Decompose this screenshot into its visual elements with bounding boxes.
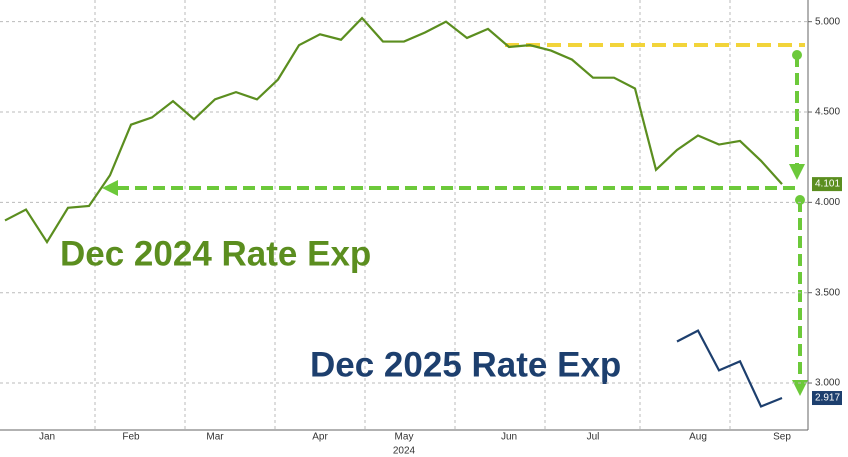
x-axis-label: 2024 [393,446,416,457]
y-tick-label: 4.500 [815,107,840,118]
y-tick-label: 3.000 [815,378,840,389]
annotation-arrows [102,43,808,396]
x-tick-label: Aug [689,432,707,443]
annotation: Dec 2024 Rate Exp [60,234,371,273]
x-tick-label: Feb [122,432,140,443]
value-label: 4.101 [815,179,840,190]
x-tick-label: Apr [312,432,328,443]
x-tick-label: Jun [501,432,517,443]
x-tick-label: Mar [206,432,224,443]
annotation: Dec 2025 Rate Exp [310,345,621,384]
y-tick-label: 4.000 [815,197,840,208]
x-tick-label: May [395,432,414,443]
value-label-box [812,391,842,406]
series-line [676,329,783,408]
series-line [4,16,783,245]
y-tick-label: 3.500 [815,287,840,298]
value-label-box [812,177,842,192]
value-label: 2.917 [815,393,840,404]
y-tick-label: 5.000 [815,16,840,27]
x-tick-label: Jul [587,432,600,443]
x-tick-label: Sep [773,432,791,443]
x-tick-label: Jan [39,432,55,443]
